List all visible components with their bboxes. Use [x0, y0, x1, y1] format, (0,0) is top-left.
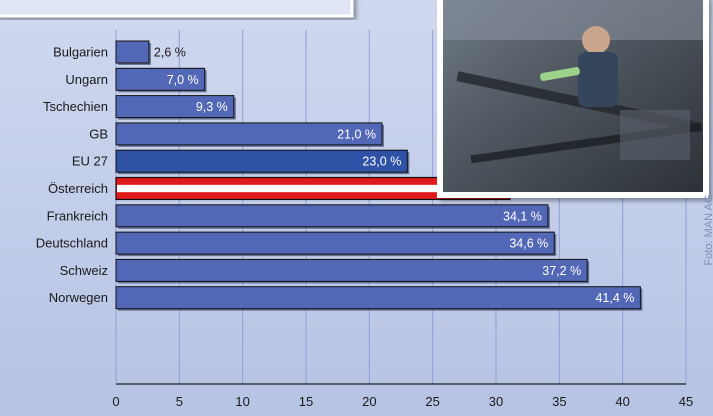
- x-tick-label: 25: [425, 394, 439, 409]
- x-tick-label: 10: [235, 394, 249, 409]
- value-label: 34,1 %: [503, 209, 542, 223]
- x-tick-label: 5: [176, 394, 183, 409]
- photo-credit: Foto: MAN AG: [703, 195, 713, 266]
- x-tick-label: 40: [615, 394, 629, 409]
- x-tick-label: 20: [362, 394, 376, 409]
- category-label: EU 27: [72, 154, 108, 169]
- category-label: Ungarn: [65, 72, 108, 87]
- value-label: 9,3 %: [196, 100, 228, 114]
- x-tick-label: 0: [112, 394, 119, 409]
- x-tick-label: 30: [489, 394, 503, 409]
- bar: [115, 95, 235, 119]
- value-label: 2,6 %: [154, 46, 186, 60]
- category-label: Deutschland: [36, 236, 108, 251]
- bar: [115, 149, 408, 173]
- bar: [115, 122, 383, 146]
- value-label: 37,2 %: [542, 264, 581, 278]
- x-tick-label: 45: [679, 394, 693, 409]
- x-tick-label: 35: [552, 394, 566, 409]
- value-label: 23,0 %: [362, 155, 401, 169]
- photo-inset: [437, 0, 709, 198]
- worker-figure: [582, 26, 610, 54]
- bar: [115, 258, 588, 282]
- bar: [115, 204, 549, 228]
- value-label: 41,4 %: [595, 291, 634, 305]
- value-label: 34,6 %: [509, 237, 548, 251]
- category-label: Frankreich: [47, 208, 108, 223]
- bar: [115, 40, 150, 64]
- category-label: Tschechien: [43, 99, 108, 114]
- x-tick-label: 15: [299, 394, 313, 409]
- category-label: Schweiz: [60, 263, 108, 278]
- value-label: 21,0 %: [337, 127, 376, 141]
- bar: [115, 286, 641, 310]
- header-panel: [0, 0, 354, 18]
- category-label: GB: [89, 126, 108, 141]
- bar: [115, 231, 555, 255]
- bar: [115, 67, 206, 91]
- category-label: Bulgarien: [53, 45, 108, 60]
- category-label: Norwegen: [49, 290, 108, 305]
- value-label: 7,0 %: [167, 73, 199, 87]
- category-label: Österreich: [48, 181, 108, 196]
